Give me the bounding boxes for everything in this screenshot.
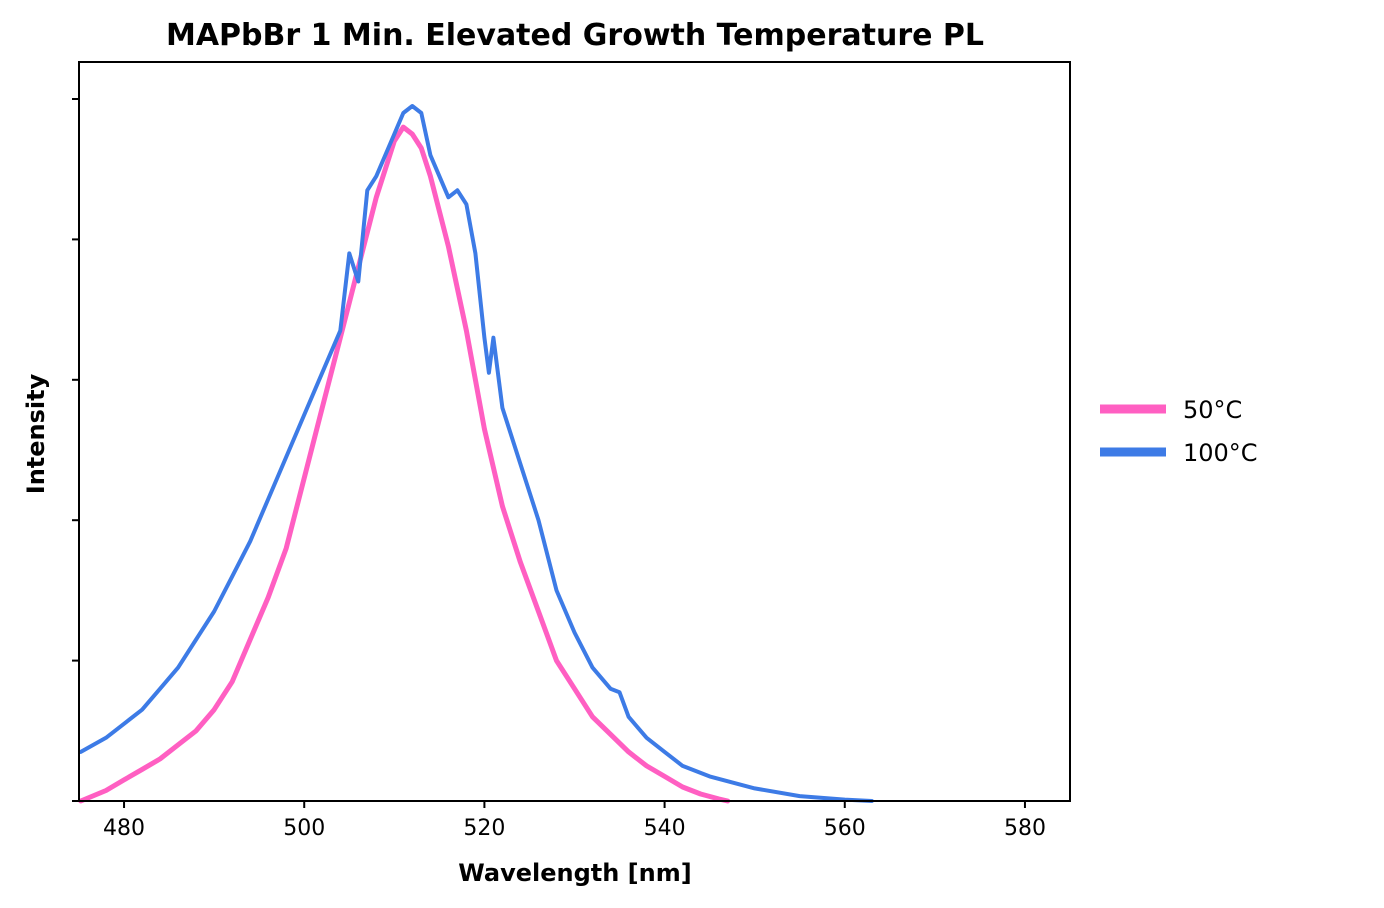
x-tick-label: 500	[283, 816, 325, 841]
legend: 50°C 100°C	[1100, 396, 1258, 467]
x-axis-label: Wavelength [nm]	[458, 859, 691, 887]
chart-title: MAPbBr 1 Min. Elevated Growth Temperatur…	[166, 18, 984, 53]
x-tick-label: 480	[103, 816, 145, 841]
series-line-100c	[78, 104, 874, 803]
y-axis-label: Intensity	[22, 373, 50, 494]
y-axis-ticks	[72, 98, 79, 802]
series-line-50c	[78, 124, 731, 804]
x-axis-ticks: 480 500 520 540 560 580	[103, 801, 1046, 841]
legend-label-50c: 50°C	[1183, 396, 1242, 424]
x-tick-label: 520	[463, 816, 505, 841]
x-tick-label: 540	[644, 816, 686, 841]
legend-label-100c: 100°C	[1183, 439, 1258, 467]
series-layer	[78, 104, 874, 804]
x-tick-label: 580	[1004, 816, 1046, 841]
x-tick-label: 560	[824, 816, 866, 841]
plot-frame	[78, 61, 1071, 802]
